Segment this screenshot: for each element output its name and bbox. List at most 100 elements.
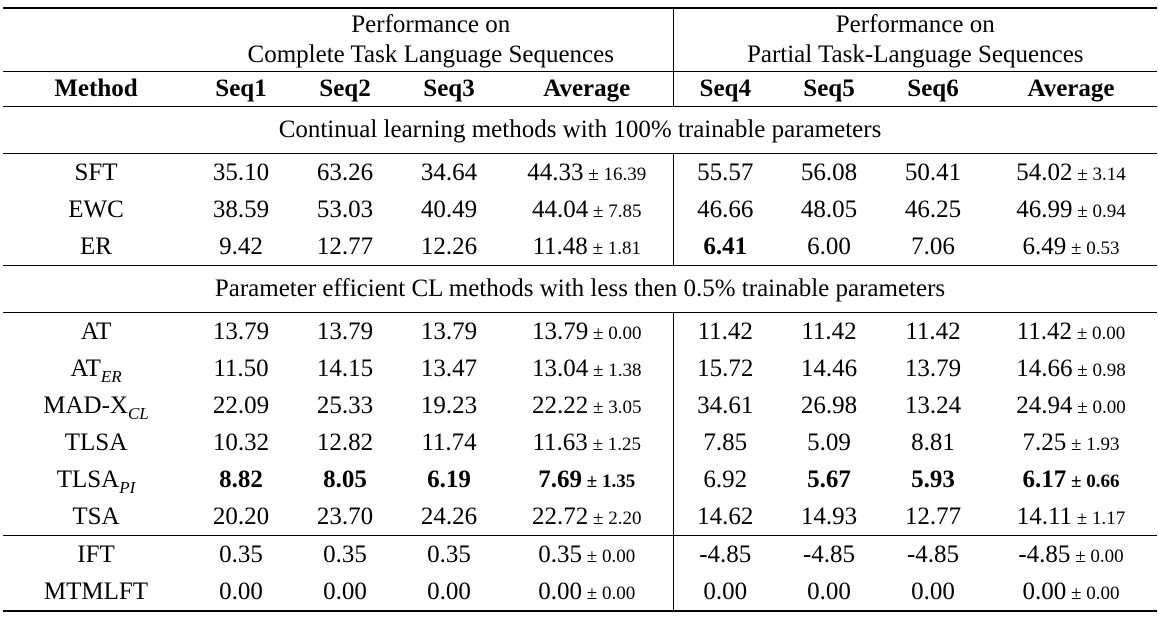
- value-cell: 11.42: [905, 317, 961, 345]
- value-cell: 0.00: [703, 577, 748, 605]
- value-cell: 11.50: [213, 354, 269, 382]
- method-label: TSA: [72, 502, 120, 530]
- method-cell: MTMLFT: [3, 573, 189, 611]
- average-cell: 0.00 ± 0.00: [501, 573, 674, 611]
- method-subscript: PI: [119, 477, 136, 497]
- average-cell: 46.99 ± 0.94: [985, 191, 1157, 228]
- std-dev-value: ± 7.85: [588, 200, 642, 222]
- method-cell: SFT: [3, 154, 189, 192]
- group-header-left: Performance on Complete Task Language Se…: [189, 8, 674, 72]
- value-cell: 13.24: [904, 391, 962, 419]
- std-dev-value: ± 3.14: [1072, 163, 1126, 185]
- method-label: MTMLFT: [43, 577, 149, 605]
- value-cell: 40.49: [420, 195, 478, 223]
- value-cell: 12.82: [316, 428, 374, 456]
- method-cell: TLSAPI: [3, 461, 189, 498]
- data-row: AT 13.79 13.79 13.79 13.79 ± 0.00 11.42 11.42 1…: [3, 312, 1157, 350]
- value-cell: 14.62: [673, 498, 777, 536]
- average-value: 22.22: [532, 391, 589, 419]
- value-cell: 9.42: [219, 232, 263, 260]
- results-table: Performance on Complete Task Language Se…: [3, 7, 1157, 612]
- std-dev-value: ± 1.93: [1066, 433, 1120, 455]
- method-subscript: CL: [127, 403, 149, 423]
- average-value: 7.69: [538, 465, 583, 493]
- method-label: TLSA: [64, 428, 128, 456]
- value-cell: 35.10: [212, 158, 270, 186]
- data-row: TSA 20.20 23.70 24.26 22.72 ± 2.20 14.62 14.93…: [3, 498, 1157, 536]
- average-value: 14.66: [1016, 354, 1073, 382]
- average-cell: 14.66 ± 0.98: [985, 350, 1157, 387]
- method-cell: TLSA: [3, 424, 189, 461]
- average-value: 11.63: [532, 428, 588, 456]
- group-header-right-line1: Performance on: [835, 11, 995, 38]
- group-header-row: Performance on Complete Task Language Se…: [3, 8, 1157, 72]
- value-cell: 11.42: [697, 317, 753, 345]
- group-header-left-line1: Performance on: [351, 11, 511, 38]
- value-cell: 8.05: [323, 465, 367, 493]
- average-cell: 44.33 ± 16.39: [501, 153, 674, 191]
- average-value: 11.48: [532, 232, 588, 260]
- value-cell: 10.32: [212, 428, 270, 456]
- average-value: 46.99: [1016, 195, 1073, 223]
- value-cell: 15.72: [697, 354, 754, 382]
- average-value: 0.00: [1022, 577, 1067, 605]
- average-value: 6.17: [1022, 465, 1067, 493]
- average-cell: 44.04 ± 7.85: [501, 191, 674, 228]
- value-cell: 14.15: [316, 354, 374, 382]
- value-cell: 5.09: [807, 428, 851, 456]
- method-cell: EWC: [3, 191, 189, 228]
- average-cell: 14.11 ± 1.17: [985, 498, 1157, 536]
- value-cell: 11.42: [801, 317, 857, 345]
- average-cell: 6.17 ± 0.66: [985, 461, 1157, 498]
- value-cell: 53.03: [316, 195, 374, 223]
- value-cell: -4.85: [802, 540, 856, 568]
- value-cell: 6.92: [703, 465, 748, 493]
- column-header-row: Method Seq1 Seq2 Seq3 Average Seq4 Seq5 …: [3, 71, 1157, 107]
- value-cell: 19.23: [420, 391, 478, 419]
- section-row: Continual learning methods with 100% tra…: [3, 106, 1157, 154]
- std-dev-value: ± 0.98: [1072, 359, 1126, 381]
- value-cell: 23.70: [293, 498, 397, 536]
- section-title: Continual learning methods with 100% tra…: [3, 106, 1157, 154]
- data-row: TLSAPI 8.82 8.05 6.19 7.69 ± 1.35 6.92 5.67 5.9…: [3, 461, 1157, 498]
- col-header-seq2: Seq2: [293, 71, 397, 107]
- section-title: Parameter efficient CL methods with less…: [3, 265, 1157, 313]
- std-dev-value: ± 0.00: [1070, 545, 1124, 567]
- value-cell: 55.57: [697, 158, 754, 186]
- table-body: Continual learning methods with 100% tra…: [3, 106, 1157, 611]
- std-dev-value: ± 0.00: [582, 545, 636, 567]
- average-value: 44.33: [527, 158, 584, 186]
- method-cell: TSA: [3, 498, 189, 536]
- value-cell: 8.82: [219, 465, 263, 493]
- section-row: Parameter efficient CL methods with less…: [3, 265, 1157, 313]
- value-cell: 48.05: [800, 195, 858, 223]
- std-dev-value: ± 1.81: [587, 237, 641, 259]
- col-header-seq1: Seq1: [189, 71, 293, 107]
- average-value: 14.11: [1016, 502, 1073, 530]
- method-cell: ER: [3, 228, 189, 266]
- value-cell: 56.08: [800, 158, 858, 186]
- col-header-average-left: Average: [501, 71, 674, 107]
- value-cell: 6.41: [703, 232, 748, 260]
- average-value: 7.25: [1022, 428, 1067, 456]
- value-cell: 26.98: [800, 391, 858, 419]
- value-cell: 7.85: [703, 428, 748, 456]
- value-cell: 38.59: [212, 195, 270, 223]
- data-row: IFT 0.35 0.35 0.35 0.35 ± 0.00 -4.85 -4.85 -4.8…: [3, 535, 1157, 573]
- average-cell: 13.04 ± 1.38: [501, 350, 674, 387]
- value-cell: 11.74: [421, 428, 477, 456]
- data-row: SFT 35.10 63.26 34.64 44.33 ± 16.39 55.57 56.0…: [3, 153, 1157, 192]
- value-cell: 6.19: [427, 465, 471, 493]
- value-cell: 22.09: [212, 391, 270, 419]
- average-value: 22.72: [532, 502, 589, 530]
- std-dev-value: ± 0.00: [1072, 396, 1126, 418]
- average-value: -4.85: [1018, 540, 1071, 568]
- value-cell: 13.79: [904, 354, 962, 382]
- std-dev-value: ± 3.05: [588, 396, 642, 418]
- value-cell: 14.93: [777, 498, 881, 536]
- average-cell: 22.72 ± 2.20: [501, 498, 674, 536]
- value-cell: 46.25: [904, 195, 962, 223]
- average-value: 11.42: [1016, 317, 1073, 345]
- value-cell: 0.35: [323, 540, 367, 568]
